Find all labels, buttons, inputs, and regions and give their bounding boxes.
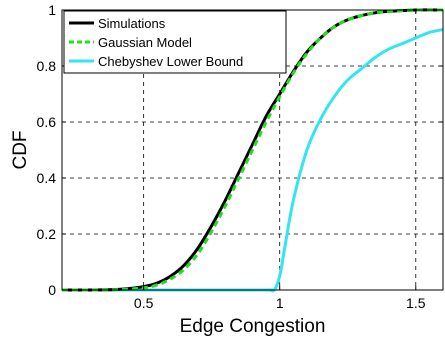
plot-frame	[61, 9, 444, 291]
y-tick-label: 0.4	[37, 170, 57, 186]
x-tick-label: 1.5	[406, 295, 426, 311]
x-tick-label: 0.5	[134, 295, 154, 311]
legend-label: Chebyshev Lower Bound	[98, 54, 243, 69]
y-tick-label: 0.2	[37, 226, 57, 242]
legend-label: Simulations	[98, 16, 166, 31]
y-tick-label: 0.6	[37, 114, 57, 130]
y-axis-label: CDF	[10, 130, 31, 169]
legend: Simulations Gaussian Model Chebyshev Lower…	[63, 10, 287, 74]
legend-label: Gaussian Model	[98, 35, 192, 50]
x-axis-label: Edge Congestion	[180, 316, 326, 337]
axis-ticks: 0.5 1 1.5 0 0.2 0.4 0.6 0.8 1	[37, 2, 443, 311]
y-tick-label: 1	[48, 2, 56, 18]
series-line-simulations	[61, 8, 444, 292]
y-tick-label: 0.8	[37, 58, 57, 74]
y-tick-label: 0	[48, 282, 56, 298]
legend-box	[63, 10, 287, 74]
grid-lines	[62, 10, 443, 290]
x-tick-label: 1	[276, 295, 284, 311]
